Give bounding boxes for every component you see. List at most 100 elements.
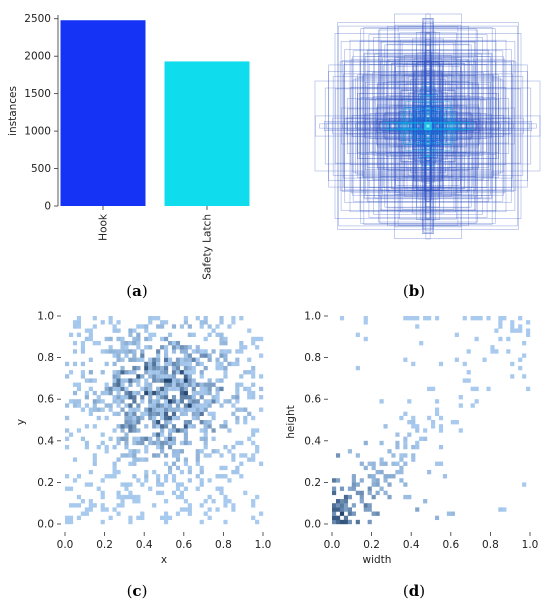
c-cell-391	[156, 424, 161, 429]
d-cell-96	[395, 461, 400, 466]
b-box-160	[343, 73, 513, 179]
b-box-205	[401, 112, 455, 140]
c-cell-696	[207, 420, 212, 425]
c-cell-262	[132, 420, 137, 425]
c-cell-465	[164, 320, 169, 325]
c-cell-141	[112, 465, 117, 471]
d-cell-130	[415, 444, 420, 450]
b-box-46	[327, 71, 529, 181]
c-cell-833	[251, 499, 256, 504]
c-cell-32	[76, 503, 82, 508]
c-cell-413	[160, 449, 165, 454]
c-cell-357	[148, 336, 153, 342]
d-cell-15	[339, 519, 345, 525]
c-cell-561	[183, 457, 188, 462]
c-cell-511	[171, 340, 177, 346]
c-cell-271	[132, 365, 137, 371]
d-cell-171	[462, 378, 467, 383]
c-cell-140	[112, 469, 117, 475]
d-cell-148	[431, 386, 436, 392]
c-cell-0	[65, 519, 70, 525]
b-box-39	[357, 93, 499, 159]
c-cell-828	[247, 370, 252, 375]
c-cell-276	[132, 336, 137, 342]
d-cell-198	[502, 316, 507, 321]
c-cell-422	[160, 403, 165, 408]
c-xtick-label-4: 0.8	[215, 539, 232, 551]
b-box-67	[385, 99, 471, 153]
c-cell-461	[164, 353, 169, 358]
d-cell-200	[506, 336, 511, 342]
d-cell-119	[407, 399, 412, 404]
b-box-270	[384, 44, 472, 208]
d-cell-157	[438, 428, 444, 433]
c-cell-321	[144, 457, 149, 462]
d-cell-14	[335, 453, 341, 458]
c-cell-664	[199, 353, 204, 358]
c-ytick-label-4: 0.8	[37, 352, 54, 364]
d-cell-95	[395, 469, 400, 475]
c-cell-24	[72, 390, 78, 396]
d-cell-74	[375, 482, 380, 487]
c-cell-671	[203, 444, 208, 450]
c-cell-373	[152, 390, 157, 396]
c-cell-502	[171, 386, 177, 392]
d-cell-141	[423, 316, 428, 321]
d-cell-188	[490, 349, 495, 354]
c-cell-419	[160, 415, 165, 421]
c-cell-396	[156, 399, 161, 404]
d-cell-182	[474, 336, 479, 342]
c-cell-683	[203, 382, 208, 387]
c-cell-686	[203, 349, 208, 354]
d-cell-91	[387, 449, 392, 454]
c-cell-334	[144, 361, 149, 367]
c-cell-705	[207, 353, 212, 358]
c-cell-241	[128, 395, 133, 400]
c-cell-45	[80, 499, 85, 504]
d-cell-88	[387, 494, 392, 500]
b-box-287	[357, 77, 499, 175]
d-cell-153	[434, 399, 440, 404]
panel-label-c: (c)	[127, 582, 148, 600]
c-cell-520	[175, 449, 181, 454]
c-cell-270	[132, 370, 137, 375]
c-cell-291	[136, 390, 141, 396]
c-cell-366	[152, 424, 157, 429]
c-cell-380	[152, 332, 157, 337]
c-cell-149	[112, 382, 117, 387]
b-box-241	[407, 75, 449, 177]
c-cell-580	[183, 357, 188, 362]
c-cell-466	[167, 515, 173, 521]
c-cell-557	[183, 507, 188, 512]
c-cell-62	[84, 390, 89, 396]
c-cell-471	[167, 436, 173, 441]
b-box-244	[366, 71, 490, 181]
c-cell-479	[167, 386, 173, 392]
c-cell-766	[223, 349, 228, 354]
d-cell-213	[522, 374, 527, 379]
c-cell-257	[132, 449, 137, 454]
c-cell-656	[199, 403, 204, 408]
b-box-63	[314, 115, 541, 137]
c-cell-733	[219, 490, 224, 496]
d-cell-36	[351, 486, 356, 491]
c-cell-151	[112, 374, 117, 379]
c-cell-478	[167, 399, 173, 404]
c-cell-245	[128, 370, 133, 375]
c-cell-441	[164, 453, 169, 458]
b-box-239	[375, 112, 481, 140]
c-cell-19	[72, 503, 78, 508]
panel-b-box-overlay	[314, 13, 541, 240]
b-box-264	[393, 104, 463, 148]
c-cell-492	[171, 449, 177, 454]
b-box-174	[394, 24, 462, 228]
c-cell-303	[140, 511, 145, 516]
c-cell-744	[219, 353, 224, 358]
b-box-272	[390, 63, 466, 189]
c-cell-64	[84, 336, 89, 342]
c-cell-154	[112, 353, 117, 358]
c-cell-160	[116, 494, 121, 500]
c-cell-640	[195, 357, 200, 362]
c-cell-725	[215, 390, 220, 396]
c-cell-650	[199, 449, 204, 454]
